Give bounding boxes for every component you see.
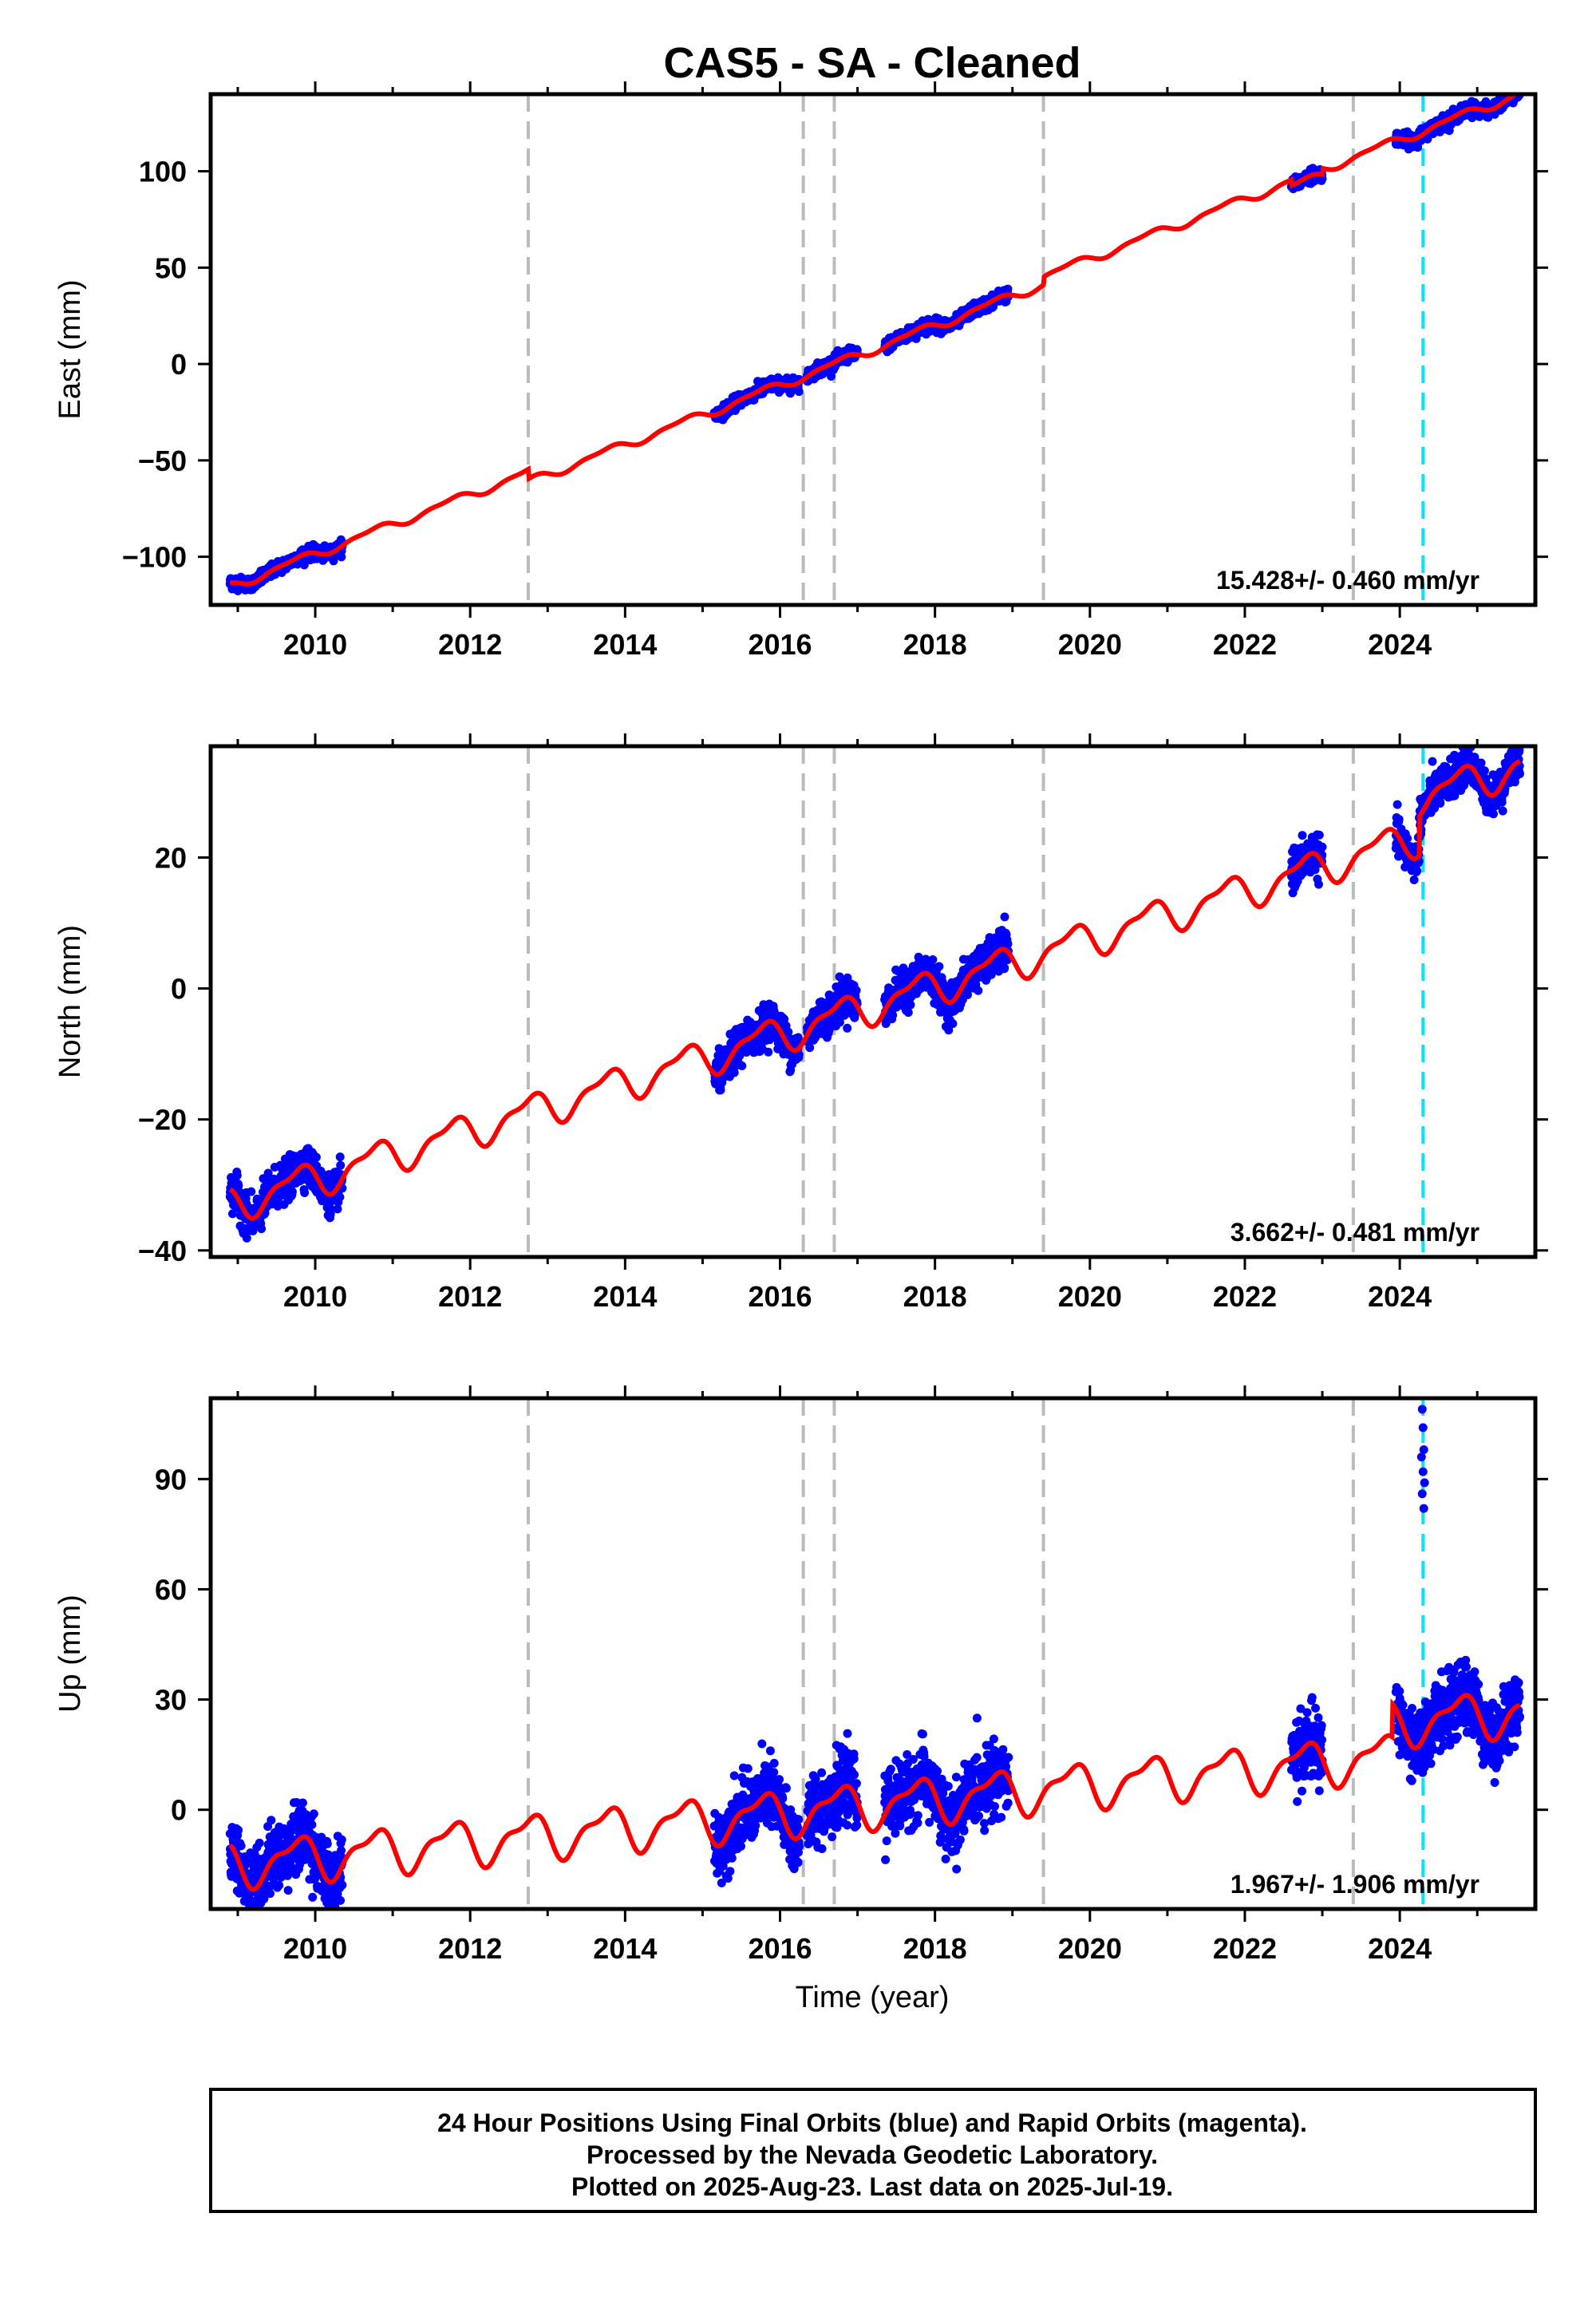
data-point — [1479, 766, 1489, 776]
data-point — [263, 1168, 273, 1178]
panel-east: 2010 2012 2014 2016 2018 2020 2022 2024 −100 −50 0… — [53, 81, 1548, 661]
y-tick-label: −100 — [122, 541, 187, 574]
data-point — [1498, 806, 1507, 816]
data-point — [729, 1068, 739, 1077]
y-tick-label: 0 — [171, 348, 187, 381]
data-point — [1489, 809, 1498, 819]
data-point — [974, 986, 983, 995]
model-fit-line — [229, 94, 1521, 587]
data-point — [1317, 842, 1327, 852]
x-tick-label: 2022 — [1213, 628, 1277, 661]
data-point — [1428, 757, 1437, 766]
data-point — [311, 1152, 321, 1162]
x-tick-label: 2020 — [1058, 628, 1122, 661]
y-tick-label: 50 — [155, 251, 187, 284]
data-point — [1436, 799, 1445, 808]
data-point — [287, 1187, 297, 1196]
x-tick-label: 2012 — [438, 628, 502, 661]
data-point — [1514, 84, 1523, 93]
data-point — [257, 1224, 267, 1234]
data-point — [948, 1019, 958, 1029]
data-point — [1403, 834, 1412, 844]
data-point — [1298, 831, 1307, 840]
data-point — [1412, 866, 1422, 875]
data-point — [1000, 912, 1009, 922]
plot-area — [225, 84, 1524, 605]
data-point — [906, 1000, 915, 1010]
data-point — [934, 962, 944, 971]
data-point — [242, 1233, 251, 1243]
data-point — [335, 1192, 345, 1202]
data-point — [1393, 800, 1402, 809]
data-point — [247, 1187, 256, 1196]
data-point — [903, 1008, 913, 1018]
y-tick-label: −50 — [138, 445, 187, 477]
plot-area — [225, 746, 1524, 1257]
x-tick-label: 2016 — [748, 628, 812, 661]
data-point — [1317, 174, 1327, 184]
data-point — [1314, 879, 1323, 889]
y-axis-title: East (mm) — [53, 279, 87, 419]
data-point — [843, 1023, 852, 1033]
data-point — [1394, 815, 1404, 824]
data-point — [234, 1181, 243, 1190]
data-point — [928, 955, 938, 964]
data-point — [1409, 875, 1419, 884]
data-point — [1507, 85, 1516, 93]
data-point — [232, 1171, 242, 1180]
y-tick-label: 100 — [139, 156, 187, 188]
data-point — [716, 1085, 725, 1095]
data-point — [1000, 963, 1009, 972]
data-point — [333, 1204, 342, 1214]
velocity-label: 15.428+/- 0.460 mm/yr — [1216, 566, 1479, 595]
data-point — [737, 1061, 747, 1070]
x-tick-label: 2018 — [903, 628, 967, 661]
data-point — [805, 1043, 815, 1053]
chart-title: CAS5 - SA - Cleaned — [663, 39, 1080, 87]
x-tick-label: 2024 — [1368, 628, 1432, 661]
data-point — [851, 986, 861, 995]
data-point — [335, 1152, 345, 1162]
panel-north: 2010 2012 2014 2016 2018 2020 2022 2024−40−2002… — [53, 733, 1548, 1313]
data-point — [300, 1188, 310, 1197]
data-point — [764, 1047, 773, 1057]
x-tick-label: 2014 — [593, 628, 657, 661]
data-point — [326, 1209, 335, 1219]
plot-frame — [208, 92, 1538, 607]
x-tick-label: 2010 — [283, 628, 347, 661]
data-point — [1476, 758, 1486, 768]
data-point — [1314, 830, 1324, 840]
data-point — [336, 1160, 346, 1170]
data-point — [794, 387, 804, 397]
